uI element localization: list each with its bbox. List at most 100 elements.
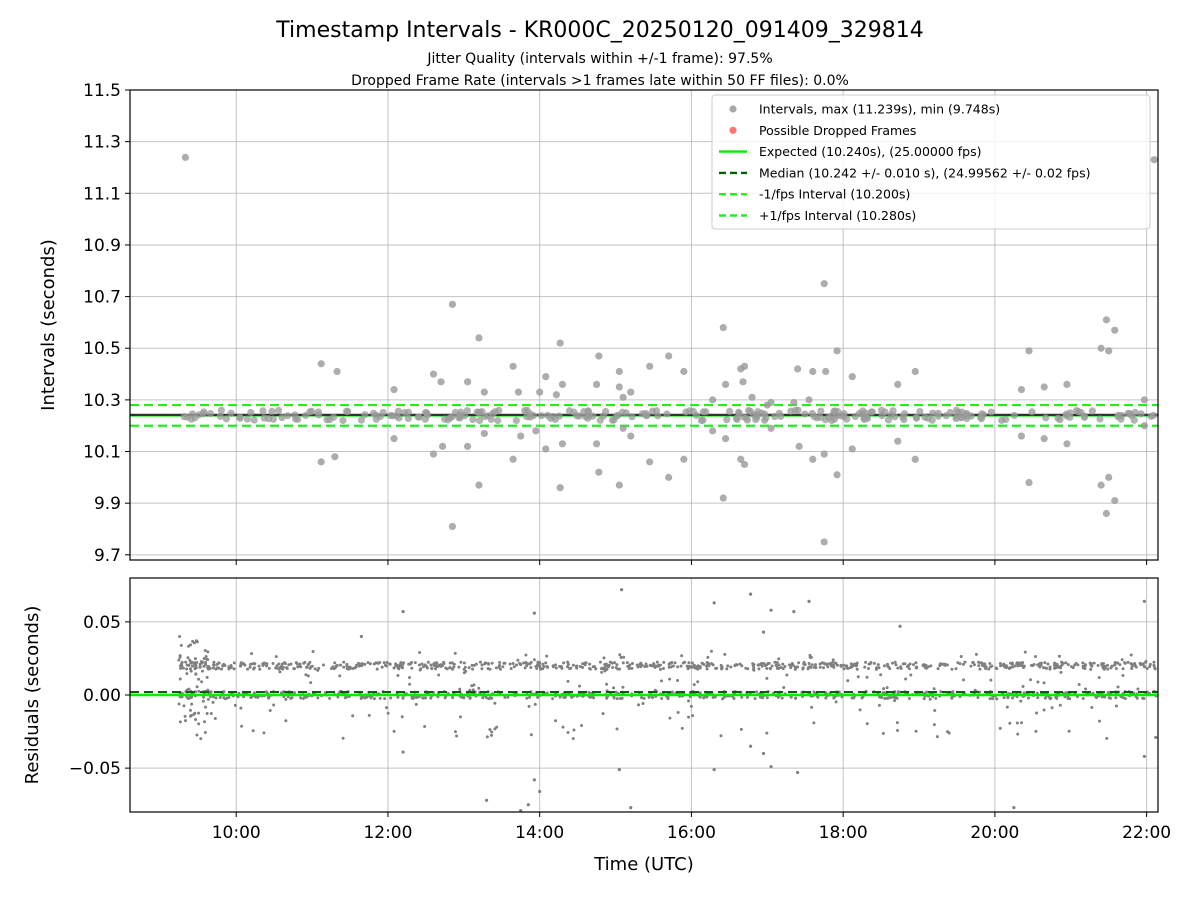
residual-point [603,669,607,673]
residual-point [222,662,226,666]
residual-point [206,688,210,692]
residual-point [468,696,472,700]
residual-point [1118,663,1122,667]
residual-point [740,695,744,699]
residual-point [907,667,911,671]
interval-point [317,458,325,466]
residual-point [739,727,743,731]
interval-point [638,410,646,418]
interval-point [665,473,673,481]
residual-point [239,664,243,668]
residual-point [361,695,365,699]
residual-point [303,660,307,664]
residual-point [527,704,531,708]
interval-point [236,414,244,422]
interval-point [929,409,937,417]
interval-point [822,367,830,376]
residual-point [627,667,631,671]
residual-point [423,724,427,728]
residual-point [983,662,987,666]
interval-point [680,367,688,376]
residual-point [1057,654,1061,658]
residual-point [914,661,918,665]
interval-point [840,412,848,420]
residual-point [375,667,379,671]
residual-point [481,696,485,700]
residual-point [676,678,680,682]
residual-point [715,666,719,670]
residual-point [1136,687,1140,691]
residual-point [188,708,192,712]
residual-point [752,668,756,672]
interval-point [615,481,623,489]
interval-point [448,522,457,531]
interval-point [444,416,452,424]
residual-point [1154,735,1158,740]
residual-point [612,696,616,700]
residual-point [425,666,429,670]
residual-point [954,667,958,671]
residual-point [204,705,208,709]
residual-point [205,711,209,715]
interval-point [517,432,525,440]
residual-point [284,719,288,723]
residual-point [1135,696,1139,700]
residual-point [441,664,445,668]
interval-point [719,494,727,502]
residual-point [707,664,711,668]
residual-point [630,666,634,670]
residuals-reference-lines [130,690,1158,697]
residual-point [202,657,206,661]
residual-point [1139,663,1143,667]
residual-point [748,744,753,748]
residual-point [881,731,885,735]
interval-point [761,416,769,424]
residual-point [1067,729,1071,733]
interval-point [1096,415,1104,423]
residual-point [618,667,622,671]
residual-point [637,703,641,707]
residual-point [526,803,530,807]
residual-point [421,696,425,700]
residual-point [452,662,456,666]
residuals-y-tick-label: 0.05 [83,613,121,633]
residual-point [726,664,730,668]
residual-point [712,601,716,605]
residual-point [551,665,555,669]
interval-point [952,413,960,421]
residual-point [1002,662,1006,666]
residual-point [832,696,836,700]
residual-point [620,588,624,592]
residual-point [1055,696,1059,700]
residual-point [791,663,795,667]
residual-point [615,697,619,701]
residual-point [294,661,298,665]
residual-point [223,697,227,701]
residual-point [398,664,402,668]
residual-point [1109,666,1113,670]
interval-point [400,408,409,417]
residual-point [380,665,384,669]
residual-point [915,666,919,670]
interval-point [709,427,717,435]
residual-point [458,687,462,691]
residual-point [824,662,828,666]
residuals-y-tick-label: −0.05 [69,759,121,779]
residual-point [618,653,622,657]
residual-point [762,662,766,666]
residual-point [896,666,900,670]
residual-point [1123,661,1127,665]
residual-point [877,666,881,670]
residual-point [448,666,452,670]
residual-point [401,610,405,614]
interval-point [390,385,398,394]
residual-point [554,663,558,667]
residual-point [429,663,433,667]
legend-box [711,94,1151,230]
residual-point [958,662,962,666]
residual-point [983,665,987,669]
intervals-y-tick-label: 11.5 [83,81,121,101]
residual-point [410,666,414,670]
residual-point [776,695,780,699]
residual-point [202,664,206,668]
